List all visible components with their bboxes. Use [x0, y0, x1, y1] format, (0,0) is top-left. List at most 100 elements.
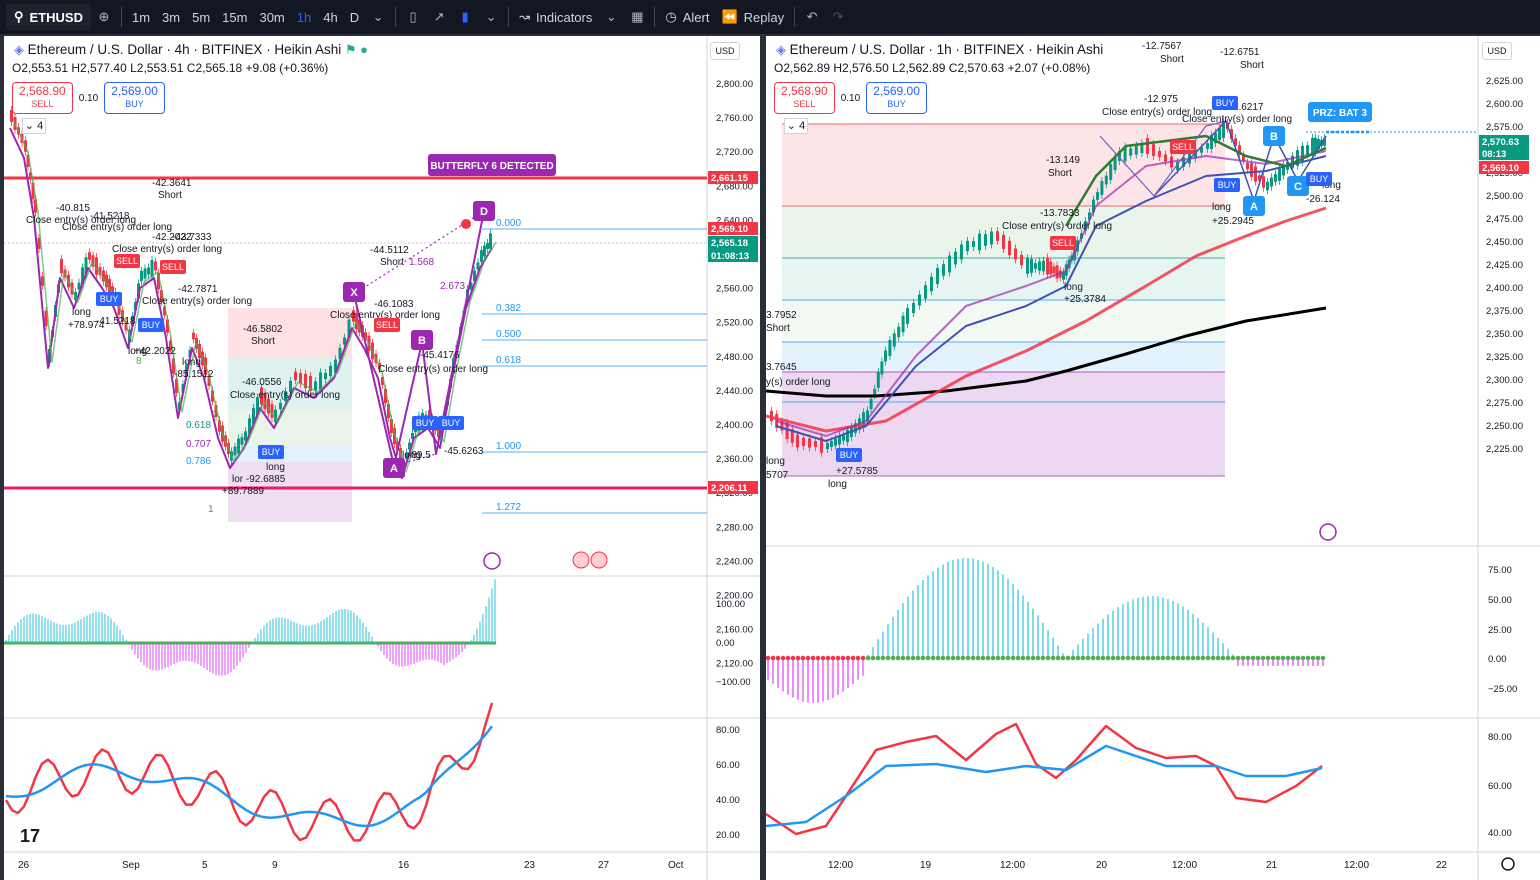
buy-button[interactable]: 2,569.00 BUY	[866, 82, 927, 114]
alert-button[interactable]: ◷ Alert	[659, 0, 715, 34]
heikin-ashi-icon[interactable]: ▮	[461, 9, 469, 24]
trade-annotation: Close entry(s) order long	[142, 296, 252, 307]
candle-body	[948, 255, 951, 273]
interval-15m[interactable]: 15m	[222, 9, 248, 25]
price-tag-bg	[1479, 147, 1529, 160]
sell-button[interactable]: 2,568.90 SELL	[12, 82, 73, 114]
candle-body	[233, 446, 237, 456]
time-axis-label: 27	[598, 860, 610, 871]
trade-annotation: long	[128, 346, 147, 357]
interval-1m[interactable]: 1m	[131, 9, 151, 25]
pattern-ratio-label: 2.673	[440, 281, 465, 292]
candle-body	[476, 262, 480, 270]
signal-sell-bg	[160, 260, 186, 274]
lots-value: 4	[37, 120, 44, 132]
candle-body	[381, 377, 384, 385]
candle-body	[1134, 145, 1138, 155]
price-axis-label: 2,160.00	[716, 625, 753, 636]
signal-buy: BUY	[1216, 98, 1235, 108]
macd-signal-dot	[1010, 655, 1016, 661]
time-axis-label: 5	[202, 860, 208, 871]
ma-200-line	[766, 306, 1327, 398]
chart-panel-left[interactable]: 2,800.00 2,760.00 2,720.00 2,680.00 2,640.00…	[4, 36, 760, 880]
chart-canvas-left[interactable]: 2,800.00 2,760.00 2,720.00 2,680.00 2,640.00…	[4, 36, 760, 880]
candle-body	[1096, 192, 1099, 200]
separator	[654, 7, 656, 27]
pattern-point-C-bg	[1287, 176, 1309, 196]
undo-icon[interactable]: ↶	[806, 9, 818, 24]
redo-icon[interactable]: ↷	[832, 9, 844, 24]
interval-5m[interactable]: 5m	[192, 9, 211, 25]
fib-zone-red	[228, 308, 352, 358]
candle-body	[29, 172, 32, 180]
interval-4h[interactable]: 4h	[323, 9, 338, 25]
macd-signal-dot	[1125, 655, 1131, 661]
macd-signal-dot	[1070, 655, 1076, 661]
trade-annotation: -41.5218	[96, 316, 136, 327]
currency-select[interactable]: USD	[1482, 42, 1512, 60]
interval-D[interactable]: D	[349, 9, 360, 25]
signal-buy: BUY	[416, 418, 435, 428]
add-symbol-icon[interactable]: ⊕	[98, 9, 110, 24]
candle-body	[384, 388, 387, 404]
macd-signal-dot	[980, 655, 986, 661]
quantity-input[interactable]: 0.10	[840, 92, 861, 104]
macd-signal-dot	[1165, 655, 1171, 661]
candle-body	[846, 429, 849, 443]
candle-body	[489, 233, 492, 249]
candle-body	[364, 332, 367, 340]
replay-button[interactable]: ⏪ Replay	[715, 0, 790, 34]
macd-signal-dot	[1210, 655, 1216, 661]
interval-3m[interactable]: 3m	[162, 9, 181, 25]
chart-canvas-right[interactable]: 2,625.002,600.002,575.002,550.002,525.00…	[766, 36, 1540, 880]
candle-body	[102, 270, 105, 282]
signal-buy: BUY	[262, 447, 281, 457]
candle-body	[1113, 157, 1117, 171]
macd-signal-dot	[1240, 655, 1246, 661]
candle-body	[936, 268, 939, 284]
fib-level-label: 1.272	[496, 502, 521, 513]
macd-signal-dot	[825, 655, 831, 661]
macd-signal-dot	[1255, 655, 1261, 661]
candle-body	[808, 438, 811, 448]
sell-button[interactable]: 2,568.90 SELL	[774, 82, 835, 114]
macd-signal-dot	[900, 655, 906, 661]
ohlc-values: O2,562.89 H2,576.50 L2,562.89 C2,570.63 …	[774, 61, 1091, 75]
chevron-down-icon[interactable]: ⌄	[372, 9, 384, 24]
macd-signal-dot	[1200, 655, 1206, 661]
collapse-toggle[interactable]: ⌄ 4	[22, 118, 46, 134]
macd-signal-dot	[1245, 655, 1251, 661]
symbol-search[interactable]: ⚲ ETHUSD	[6, 4, 91, 30]
price-axis-label: 2,300.00	[1486, 375, 1523, 386]
trade-annotation: -12.7567	[1142, 41, 1182, 52]
interval-1h[interactable]: 1h	[296, 9, 312, 25]
candle-body	[347, 319, 351, 338]
candles-icon[interactable]: ▯	[409, 9, 417, 24]
trade-annotation: -85.1512	[174, 369, 214, 380]
chart-panel-right[interactable]: 2,625.002,600.002,575.002,550.002,525.00…	[766, 36, 1540, 880]
line-chart-icon[interactable]: ↗	[433, 9, 445, 24]
chevron-down-icon[interactable]: ⌄	[605, 9, 617, 24]
count-label: 1	[208, 504, 214, 515]
templates-icon[interactable]: ▦	[631, 9, 644, 24]
signal-buy-bg	[836, 448, 862, 462]
fib-zone-blue	[782, 342, 1225, 372]
quantity-input[interactable]: 0.10	[78, 92, 99, 104]
trade-annotation: +27.5785	[836, 466, 878, 477]
price-axis-label: 2,360.00	[716, 454, 753, 465]
indicators-button[interactable]: ↝ Indicators	[513, 0, 598, 34]
settings-gear-icon[interactable]	[1501, 857, 1515, 871]
indicators-label: Indicators	[536, 9, 593, 25]
price-axis-label: 2,250.00	[1486, 421, 1523, 432]
separator	[395, 7, 397, 27]
price-axis-label: 2,575.00	[1486, 122, 1523, 133]
currency-select[interactable]: USD	[710, 42, 740, 60]
trade-annotation: Close entry(s) order long	[1002, 221, 1112, 232]
collapse-toggle[interactable]: ⌄ 4	[784, 118, 808, 134]
trade-annotation: -46.1083	[374, 299, 414, 310]
interval-30m[interactable]: 30m	[259, 9, 285, 25]
price-axis-label: 2,680.00	[716, 181, 753, 192]
chevron-down-icon[interactable]: ⌄	[485, 9, 497, 24]
buy-button[interactable]: 2,569.00 BUY	[104, 82, 165, 114]
macd-signal-dot	[1295, 655, 1301, 661]
